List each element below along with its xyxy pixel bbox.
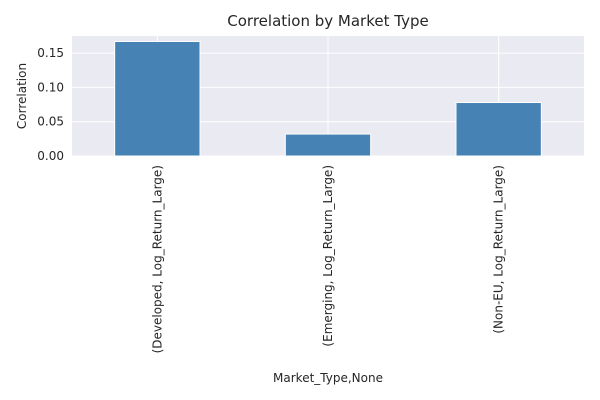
y-tick-label: 0.15 — [37, 46, 64, 60]
y-tick-label: 0.05 — [37, 115, 64, 129]
x-ticks: (Developed, Log_Return_Large) (Emerging, … — [150, 165, 505, 353]
chart-title: Correlation by Market Type — [227, 12, 428, 30]
x-tick-label: (Emerging, Log_Return_Large) — [321, 165, 335, 347]
y-ticks: 0.00 0.05 0.10 0.15 — [37, 46, 64, 163]
y-tick-label: 0.10 — [37, 80, 64, 94]
y-axis-label: Correlation — [15, 63, 29, 129]
bars — [114, 40, 542, 157]
bar-0 — [114, 40, 201, 157]
x-axis-label: Market_Type,None — [273, 371, 383, 385]
x-tick-label: (Developed, Log_Return_Large) — [150, 165, 164, 353]
x-tick-label: (Non-EU, Log_Return_Large) — [492, 165, 506, 334]
bar-2 — [455, 102, 542, 157]
y-tick-label: 0.00 — [37, 149, 64, 163]
bar-1 — [284, 133, 372, 157]
